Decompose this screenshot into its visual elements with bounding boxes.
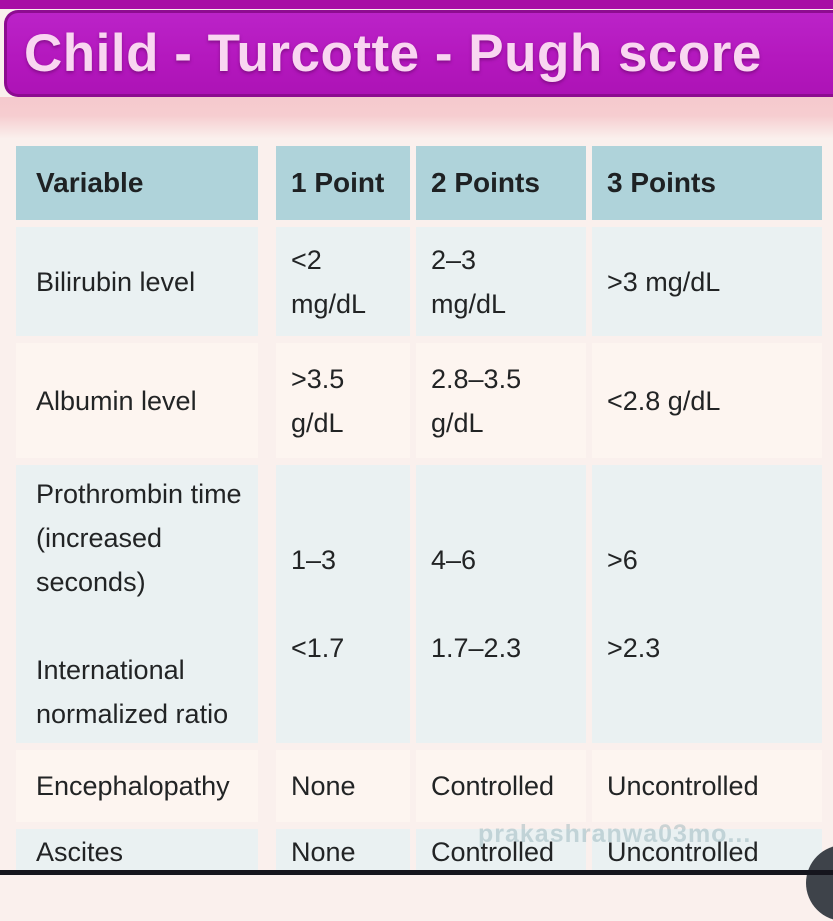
cell-encephalopathy-2pt: Controlled [416,750,586,822]
top-accent-strip [0,0,833,9]
cell-ascites-variable: Ascites [16,829,270,875]
cell-albumin-3pt: <2.8 g/dL [592,343,822,458]
cell-bilirubin-1pt: <2 mg/dL [276,227,410,336]
cell-bilirubin-3pt: >3 mg/dL [592,227,822,336]
header-cell-1-point: 1 Point [276,146,410,220]
cell-bilirubin-variable: Bilirubin level [16,227,270,336]
cell-prothrombin-inr-1pt: 1–3 <1.7 [276,465,410,743]
cell-encephalopathy-3pt: Uncontrolled [592,750,822,822]
header-cell-2-points: 2 Points [416,146,586,220]
cell-prothrombin-inr-3pt: >6 >2.3 [592,465,822,743]
cell-prothrombin-inr-2pt: 4–6 1.7–2.3 [416,465,586,743]
cell-albumin-variable: Albumin level [16,343,270,458]
page-title: Child - Turcotte - Pugh score [24,24,762,83]
cell-albumin-2pt: 2.8–3.5 g/dL [416,343,586,458]
cell-encephalopathy-variable: Encephalopathy [16,750,270,822]
cell-encephalopathy-1pt: None [276,750,410,822]
banner-background-band [0,97,833,146]
cell-ascites-3pt: Uncontrolled [592,829,822,875]
bottom-edge-bar [0,870,833,875]
cell-ascites-1pt: None [276,829,410,875]
cell-bilirubin-2pt: 2–3 mg/dL [416,227,586,336]
cell-ascites-2pt: Controlled [416,829,586,875]
cell-albumin-1pt: >3.5 g/dL [276,343,410,458]
ctp-score-table: Variable 1 Point 2 Points 3 Points Bilir… [16,146,822,875]
header-cell-variable: Variable [16,146,270,220]
title-banner: Child - Turcotte - Pugh score [4,10,833,97]
header-cell-3-points: 3 Points [592,146,822,220]
cell-prothrombin-inr-variable: Prothrombin time (increased seconds) Int… [16,465,270,743]
